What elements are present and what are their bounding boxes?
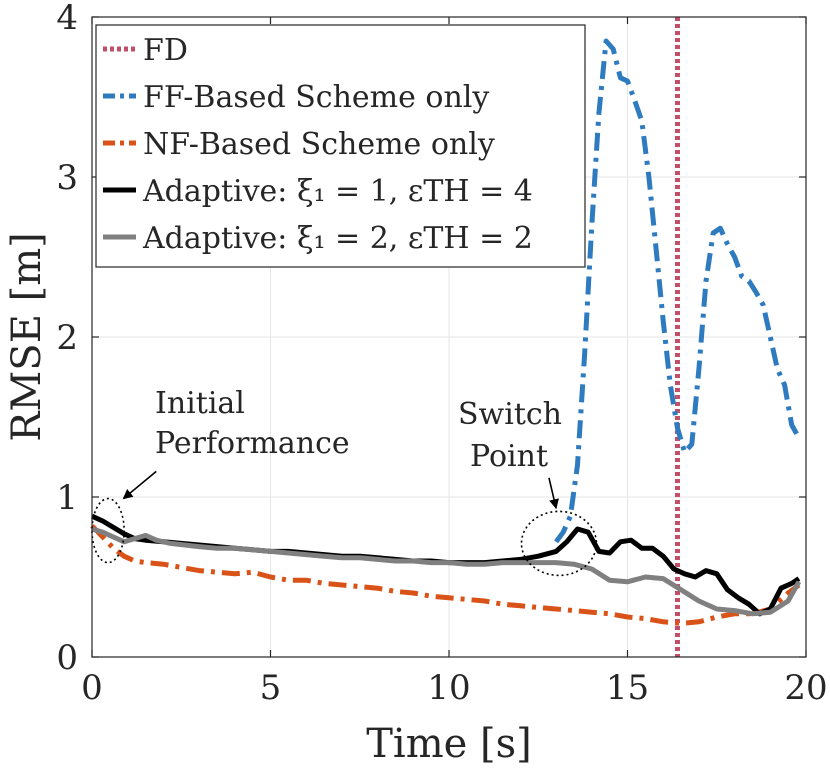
annotation-text-initial-performance: Initial (155, 386, 245, 421)
series-layer (90, 38, 802, 626)
x-tick-label: 20 (784, 668, 827, 708)
series-line-adaptive-2-th-2 (91, 526, 802, 617)
annotation-ellipse-initial-performance (91, 497, 125, 564)
legend-label-adaptive-2-th-2: Adaptive: ξ₁ = 2, εTH = 2 (142, 221, 533, 256)
annotation-arrow-initial-performance (122, 470, 157, 500)
annotations: Initial Performance Switch Point (91, 386, 598, 577)
annotation-text-switch-point: Point (470, 439, 548, 474)
y-axis-label: RMSE [m] (4, 232, 50, 442)
annotation-text-switch-point: Switch (458, 397, 562, 432)
y-tick-label: 4 (56, 0, 78, 38)
y-tick-label: 2 (56, 318, 78, 358)
legend-box (95, 24, 586, 268)
legend-label-adaptive-1-th-4: Adaptive: ξ₁ = 1, εTH = 4 (142, 174, 533, 209)
annotation-arrow-switch-point (548, 477, 559, 510)
legend-label-nf-based-scheme-only: NF-Based Scheme only (143, 127, 495, 162)
annotation-text-initial-performance: Performance (155, 426, 350, 461)
x-tick-label: 5 (260, 668, 282, 708)
x-tick-label: 0 (81, 668, 103, 708)
y-tick-label: 1 (56, 478, 78, 518)
x-tick-label: 15 (606, 668, 649, 708)
y-tick-label: 0 (56, 638, 78, 678)
axis-ticks: 0 5 10 15 20 0 1 2 3 4 (56, 0, 827, 708)
legend: FD FF-Based Scheme only NF-Based Scheme on… (95, 24, 586, 268)
series-line-ff-based-scheme-only (554, 38, 802, 544)
legend-label-fd: FD (143, 33, 188, 68)
legend-label-ff-based-scheme-only: FF-Based Scheme only (143, 80, 489, 115)
y-tick-label: 3 (56, 158, 78, 198)
annotation-ellipse-switch-point (520, 510, 598, 577)
x-tick-label: 10 (427, 668, 470, 708)
x-axis-label: Time [s] (366, 721, 532, 767)
